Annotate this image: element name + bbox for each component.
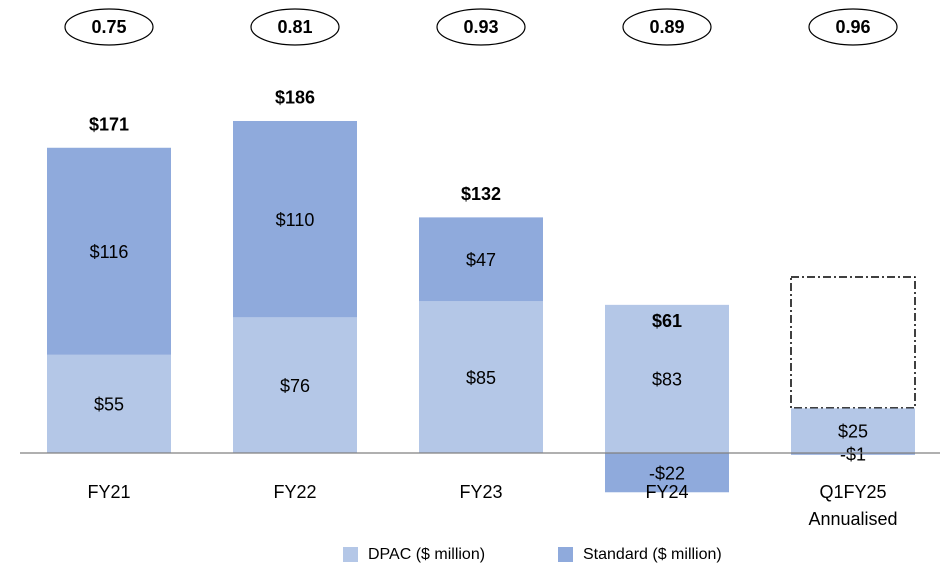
bar-segment <box>233 120 357 318</box>
bar-segment <box>791 453 915 455</box>
value-label: $116 <box>90 242 129 262</box>
bar-segment <box>419 217 543 302</box>
value-label: $47 <box>466 250 496 270</box>
legend-swatch <box>343 547 358 562</box>
value-label: $55 <box>94 395 124 415</box>
total-label: $132 <box>461 184 501 204</box>
ratio-label: 0.93 <box>463 17 498 37</box>
bar-segment <box>47 354 171 453</box>
bar-segment <box>605 453 729 493</box>
value-label: -$1 <box>840 445 866 465</box>
bar-segment <box>791 408 915 453</box>
x-tick-label: FY21 <box>87 482 130 502</box>
value-label: $83 <box>652 370 682 390</box>
bar-segment <box>419 301 543 453</box>
total-label: $186 <box>275 88 315 108</box>
ratio-label: 0.75 <box>91 17 126 37</box>
legend-swatch <box>558 547 573 562</box>
ratio-label: 0.81 <box>277 17 312 37</box>
legend-label: Standard ($ million) <box>583 546 722 563</box>
x-tick-label: FY22 <box>273 482 316 502</box>
total-label: $61 <box>652 311 682 331</box>
bar-segment <box>605 304 729 453</box>
value-label: $85 <box>466 368 496 388</box>
total-label: $171 <box>89 115 129 135</box>
x-tick-label: FY24 <box>645 482 688 502</box>
legend-label: DPAC ($ million) <box>368 546 485 563</box>
ratio-oval <box>808 8 898 46</box>
value-label: $110 <box>276 210 315 230</box>
ratio-label: 0.96 <box>835 17 870 37</box>
x-tick-label: Q1FY25 <box>819 482 886 502</box>
x-tick-label: Annualised <box>808 509 897 529</box>
bar-segment <box>233 317 357 453</box>
value-label: $25 <box>838 421 868 441</box>
ratio-oval <box>436 8 526 46</box>
x-tick-label: FY23 <box>459 482 502 502</box>
ratio-oval <box>622 8 712 46</box>
value-label: $76 <box>280 376 310 396</box>
ratio-oval <box>250 8 340 46</box>
value-label: -$22 <box>649 463 685 483</box>
bar-segment <box>47 147 171 355</box>
ratio-label: 0.89 <box>649 17 684 37</box>
ratio-oval <box>64 8 154 46</box>
projection-box <box>790 276 916 409</box>
